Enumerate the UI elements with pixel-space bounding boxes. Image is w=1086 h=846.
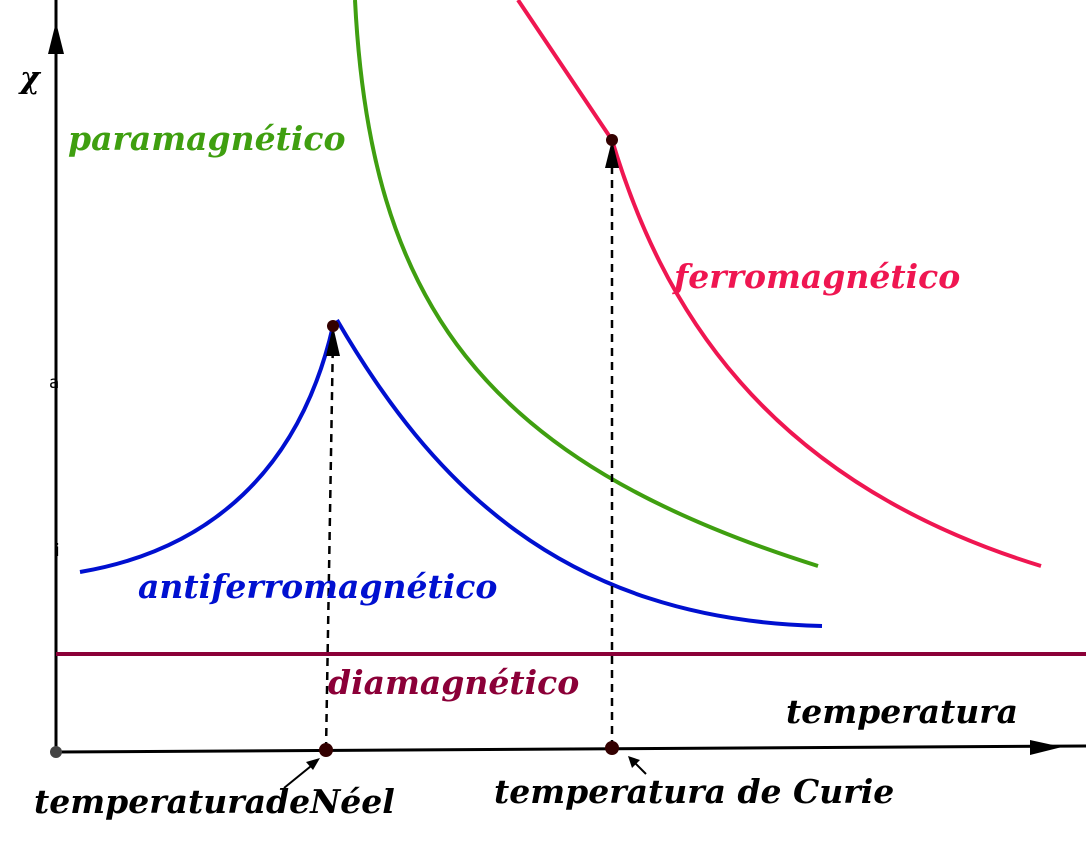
neel-peak-point [327,320,339,332]
origin-point [50,746,62,758]
neel-pointer-icon [306,758,320,770]
series-line-antiferromagnetico-left [79,325,335,574]
series-label-ferromagnetico: ferromagnético [672,257,960,296]
neel-arrow-icon [326,326,340,356]
y-axis-arrow-icon [48,22,64,54]
series-line-antiferromagnetico-right [335,318,823,628]
series-label-paramagnetico: paramagnético [68,119,345,158]
x-axis-label: temperatura [786,692,1018,731]
x-axis-arrow-icon [1030,740,1062,755]
x-axis [55,744,1086,754]
series-label-antiferromagnetico: antiferromagnético [138,567,497,606]
y-axis-label: χ [18,61,42,96]
curie-axis-point [605,741,619,755]
series-line-paramagnetico [353,0,819,568]
y-tick-label-a: a [49,373,59,393]
series-line-ferromagnetico [516,0,1042,568]
curie-arrow-icon [605,140,619,168]
y-tick-label-i: i [55,541,60,561]
curie-temperature-label: temperatura de Curie [494,772,894,811]
neel-temperature-label: temperaturadeNéel [34,782,395,821]
neel-axis-point [319,743,333,757]
curie-peak-point [606,134,618,146]
curie-pointer-icon [628,756,640,768]
series-label-diamagnetico: diamagnético [328,663,579,702]
